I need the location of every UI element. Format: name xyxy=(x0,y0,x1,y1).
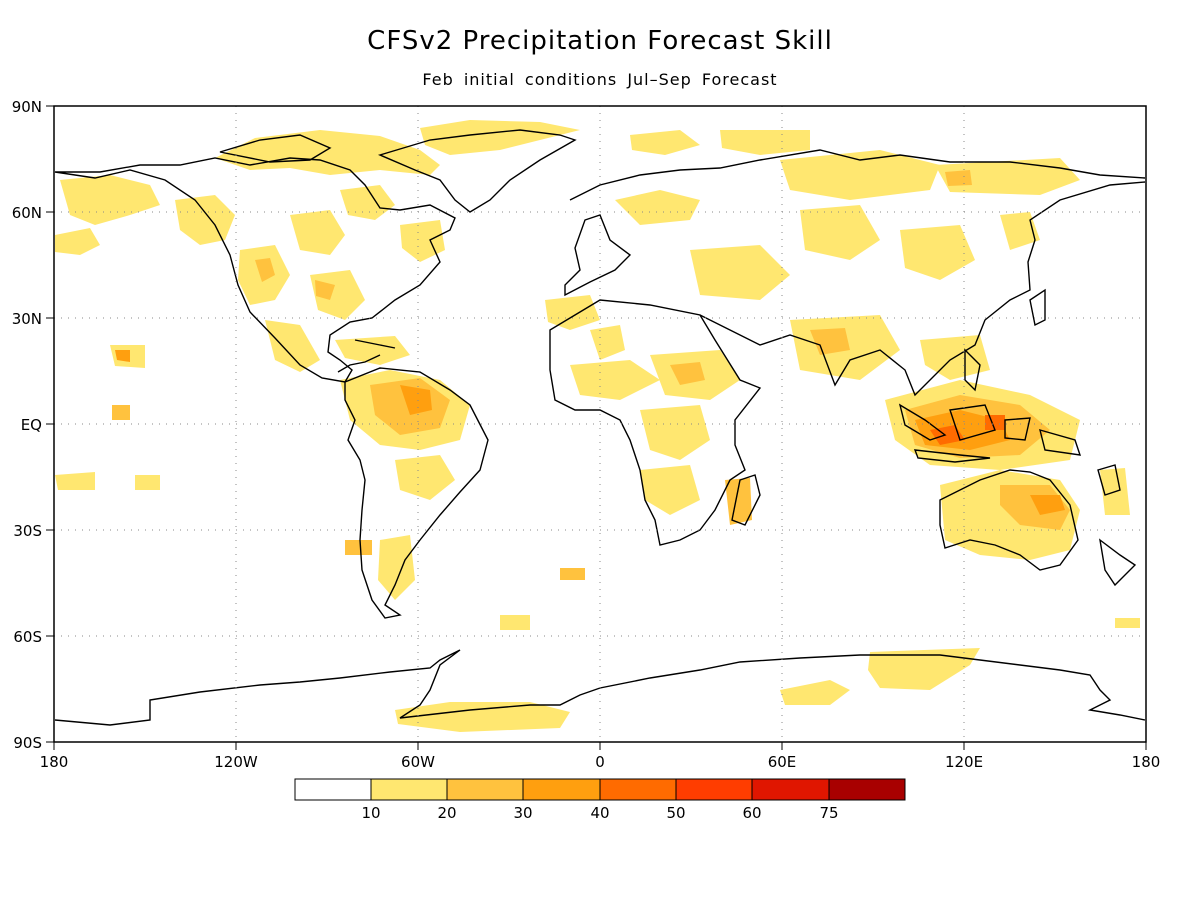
colorbar-label: 20 xyxy=(437,804,456,822)
map-title: CFSv2 Precipitation Forecast Skill xyxy=(367,26,833,56)
coastlines xyxy=(54,129,1146,726)
lon-label: 180 xyxy=(1132,753,1161,771)
lon-label: 0 xyxy=(595,753,605,771)
map-grid xyxy=(54,106,1146,742)
colorbar-label: 30 xyxy=(513,804,532,822)
lon-label: 120W xyxy=(214,753,258,771)
lat-label: 60S xyxy=(13,628,42,646)
lat-label: 30S xyxy=(13,522,42,540)
colorbar-swatch xyxy=(828,778,906,801)
map-subtitle: Feb initial conditions Jul–Sep Forecast xyxy=(422,70,778,89)
lon-label: 60W xyxy=(401,753,435,771)
lat-label: 30N xyxy=(12,310,42,328)
colorbar-swatch xyxy=(675,778,753,801)
axis-ticks xyxy=(46,105,1147,750)
colorbar-label: 75 xyxy=(819,804,838,822)
lat-label: EQ xyxy=(21,416,42,434)
colorbar-swatch xyxy=(751,778,830,801)
colorbar-label: 50 xyxy=(666,804,685,822)
lat-label: 90S xyxy=(13,734,42,752)
colorbar-swatch xyxy=(294,778,372,801)
colorbar-swatch xyxy=(446,778,524,801)
colorbar-label: 60 xyxy=(742,804,761,822)
colorbar: 10 20 30 40 50 60 75 xyxy=(294,778,906,822)
colorbar-swatch xyxy=(370,778,448,801)
longitude-labels: 180 120W 60W 0 60E 120E 180 xyxy=(40,753,1161,771)
lon-label: 120E xyxy=(945,753,983,771)
colorbar-swatch xyxy=(599,778,677,801)
lon-label: 180 xyxy=(40,753,69,771)
colorbar-label: 40 xyxy=(590,804,609,822)
lat-label: 60N xyxy=(12,204,42,222)
colorbar-label: 10 xyxy=(361,804,380,822)
lon-label: 60E xyxy=(768,753,797,771)
colorbar-swatch xyxy=(522,778,601,801)
latitude-labels: 90N 60N 30N EQ 30S 60S 90S xyxy=(12,98,42,752)
skill-shading xyxy=(55,120,1140,732)
lat-label: 90N xyxy=(12,98,42,116)
